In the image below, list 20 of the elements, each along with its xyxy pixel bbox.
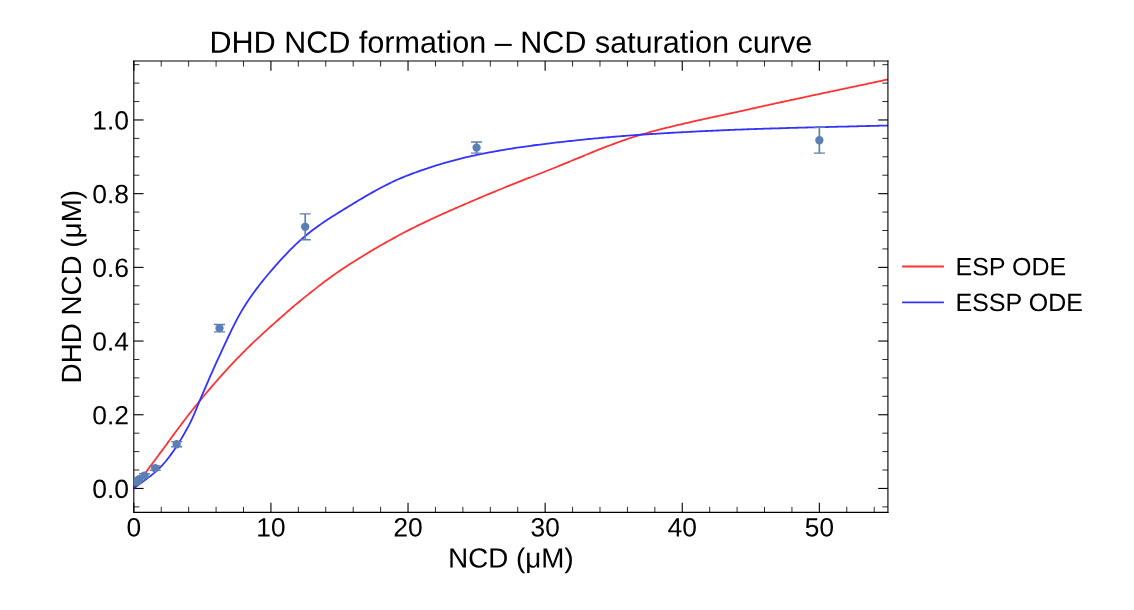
point — [134, 475, 144, 484]
chart-title: DHD NCD formation – NCD saturation curve — [211, 30, 811, 53]
y-tick-label: 0.6 — [93, 258, 128, 278]
x-tick-label: 10 — [258, 517, 285, 537]
x-tick-label: 0 — [127, 517, 141, 537]
y-tick-label: 0.8 — [93, 184, 128, 204]
x-tick-label: 40 — [668, 517, 696, 537]
y-axis-title: DHD NCD (μM) — [60, 191, 87, 382]
y-tick-label: 0.4 — [93, 332, 129, 351]
point — [815, 136, 824, 145]
x-tick-label: 20 — [394, 517, 422, 537]
y-tick-label: 0.2 — [93, 405, 128, 425]
legend-label: ESP ODE — [957, 257, 1066, 276]
y-tick-label: 0.0 — [93, 479, 128, 499]
x-axis-title: NCD (μM) — [450, 547, 572, 574]
point — [301, 222, 310, 231]
x-tick-label: 30 — [531, 517, 559, 537]
y-tick-label: 1.0 — [94, 111, 128, 130]
legend-label: ESSP ODE — [957, 293, 1082, 312]
x-tick-label: 50 — [805, 517, 834, 537]
